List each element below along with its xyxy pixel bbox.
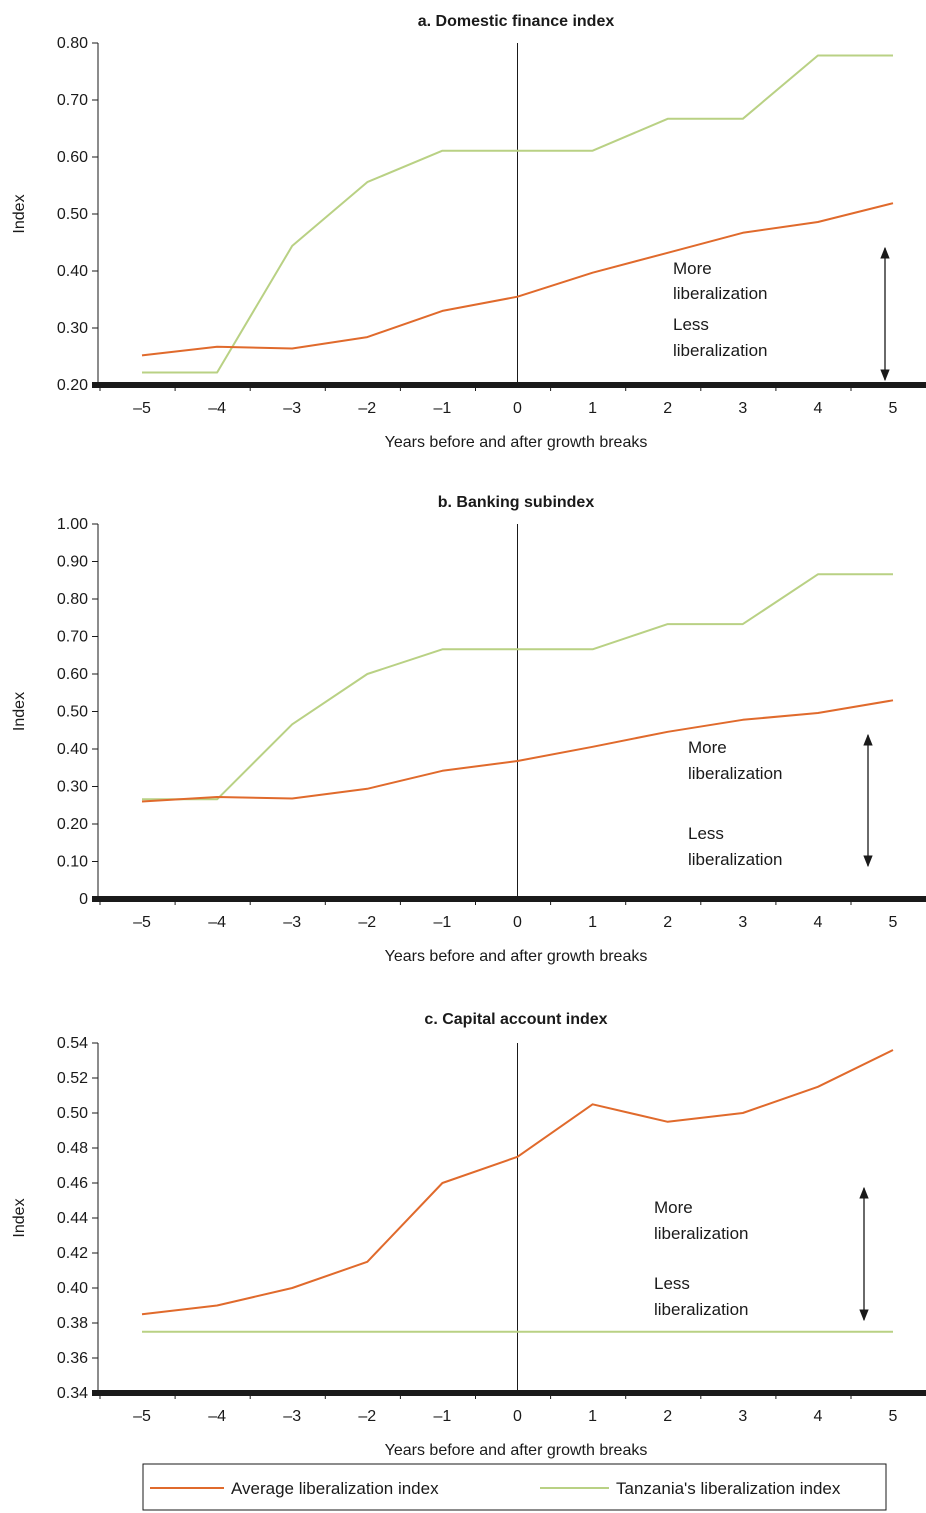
x-tick-label: 1 — [588, 914, 597, 931]
y-tick-label: 0.30 — [57, 779, 88, 796]
x-tick-label: –5 — [133, 1408, 151, 1425]
series-line-tanzania — [142, 573, 893, 801]
x-tick-label: 3 — [738, 914, 747, 931]
x-tick-label: –2 — [358, 1408, 376, 1425]
chart-title: b. Banking subindex — [438, 494, 595, 511]
y-tick-label: 0.20 — [57, 816, 88, 833]
x-tick-label: –4 — [208, 914, 226, 931]
panel-a: a. Domestic finance index Index 0.20 0.30 0.… — [11, 13, 926, 451]
y-tick-label: 0.70 — [57, 629, 88, 646]
annotation-less: Less — [673, 315, 709, 334]
x-tick-label: –1 — [434, 914, 452, 931]
annotation-more: More — [654, 1198, 693, 1217]
y-tick-label: 0.70 — [57, 92, 88, 109]
y-tick-label: 0.52 — [57, 1070, 88, 1087]
x-tick-label: –5 — [133, 400, 151, 417]
y-tick-label: 0.50 — [57, 1105, 88, 1122]
y-tick-label: 0.40 — [57, 263, 88, 280]
x-tick-label: 1 — [588, 1408, 597, 1425]
annotation-more: More — [688, 738, 727, 757]
x-tick-label: 0 — [513, 914, 522, 931]
y-tick-label: 0.50 — [57, 704, 88, 721]
annotation-less: liberalization — [654, 1300, 749, 1319]
annotation-more: liberalization — [673, 284, 768, 303]
x-tick-label: –4 — [208, 400, 226, 417]
y-tick-label: 0.44 — [57, 1210, 88, 1227]
x-axis-bar — [92, 382, 926, 388]
annotation-less: Less — [688, 824, 724, 843]
x-tick-label: 2 — [663, 400, 672, 417]
y-tick-label: 0.38 — [57, 1315, 88, 1332]
x-axis-bar — [92, 1390, 926, 1396]
y-axis-label: Index — [11, 194, 28, 233]
x-tick-label: –4 — [208, 1408, 226, 1425]
x-tick-label: 2 — [663, 1408, 672, 1425]
y-tick-label: 0.60 — [57, 149, 88, 166]
legend-box — [142, 1463, 887, 1511]
y-tick-label: 0.80 — [57, 35, 88, 52]
y-tick-label: 0.36 — [57, 1350, 88, 1367]
panel-b: b. Banking subindex Index 0 0.10 0.20 0.30 0.4… — [11, 494, 926, 965]
x-axis-label: Years before and after growth breaks — [385, 1442, 648, 1459]
chart-title: a. Domestic finance index — [418, 13, 615, 30]
x-tick-label: –5 — [133, 914, 151, 931]
series-line-average — [141, 202, 894, 357]
y-tick-label: 0.20 — [57, 377, 88, 394]
x-tick-label: 4 — [813, 400, 822, 417]
x-tick-label: –1 — [434, 400, 452, 417]
legend: Average liberalization index Tanzania's l… — [142, 1463, 887, 1511]
annotation-less: Less — [654, 1274, 690, 1293]
y-tick-label: 0.48 — [57, 1140, 88, 1157]
x-tick-label: 1 — [588, 400, 597, 417]
y-tick-label: 0.40 — [57, 741, 88, 758]
y-tick-label: 0.54 — [57, 1035, 88, 1052]
x-tick-label: 0 — [513, 400, 522, 417]
legend-label: Tanzania's liberalization index — [616, 1479, 841, 1498]
x-tick-label: –3 — [283, 400, 301, 417]
annotation-more: liberalization — [688, 764, 783, 783]
chart-title: c. Capital account index — [424, 1011, 607, 1028]
y-tick-label: 0.40 — [57, 1280, 88, 1297]
x-tick-label: 4 — [813, 914, 822, 931]
y-tick-label: 0.46 — [57, 1175, 88, 1192]
x-tick-label: –3 — [283, 914, 301, 931]
series-line-tanzania — [142, 54, 893, 374]
y-tick-label: 0.80 — [57, 591, 88, 608]
x-tick-label: 5 — [889, 1408, 898, 1425]
x-tick-label: 5 — [889, 914, 898, 931]
y-tick-label: 0.90 — [57, 554, 88, 571]
y-axis-label: Index — [11, 692, 28, 731]
annotation-more: More — [673, 259, 712, 278]
x-axis-label: Years before and after growth breaks — [385, 948, 648, 965]
x-tick-label: 5 — [889, 400, 898, 417]
series-line-average — [141, 699, 894, 803]
x-tick-label: 4 — [813, 1408, 822, 1425]
panel-c: c. Capital account index Index 0.34 0.36 0.3… — [11, 1011, 926, 1459]
x-tick-label: 3 — [738, 1408, 747, 1425]
y-tick-label: 0.42 — [57, 1245, 88, 1262]
x-tick-label: –1 — [434, 1408, 452, 1425]
y-tick-label: 0.50 — [57, 206, 88, 223]
y-tick-label: 0.10 — [57, 854, 88, 871]
annotation-less: liberalization — [673, 341, 768, 360]
y-tick-label: 0.60 — [57, 666, 88, 683]
y-tick-label: 0 — [79, 891, 88, 908]
x-tick-label: 0 — [513, 1408, 522, 1425]
annotation-more: liberalization — [654, 1224, 749, 1243]
legend-label: Average liberalization index — [231, 1479, 439, 1498]
annotation-less: liberalization — [688, 850, 783, 869]
y-tick-label: 1.00 — [57, 516, 88, 533]
x-tick-label: –3 — [283, 1408, 301, 1425]
x-axis-bar — [92, 896, 926, 902]
x-tick-label: –2 — [358, 400, 376, 417]
x-tick-label: 3 — [738, 400, 747, 417]
y-axis-label: Index — [11, 1198, 28, 1237]
x-tick-label: –2 — [358, 914, 376, 931]
series-line-average — [141, 1049, 894, 1316]
x-axis-label: Years before and after growth breaks — [385, 434, 648, 451]
x-tick-label: 2 — [663, 914, 672, 931]
y-tick-label: 0.30 — [57, 320, 88, 337]
y-tick-label: 0.34 — [57, 1385, 88, 1402]
